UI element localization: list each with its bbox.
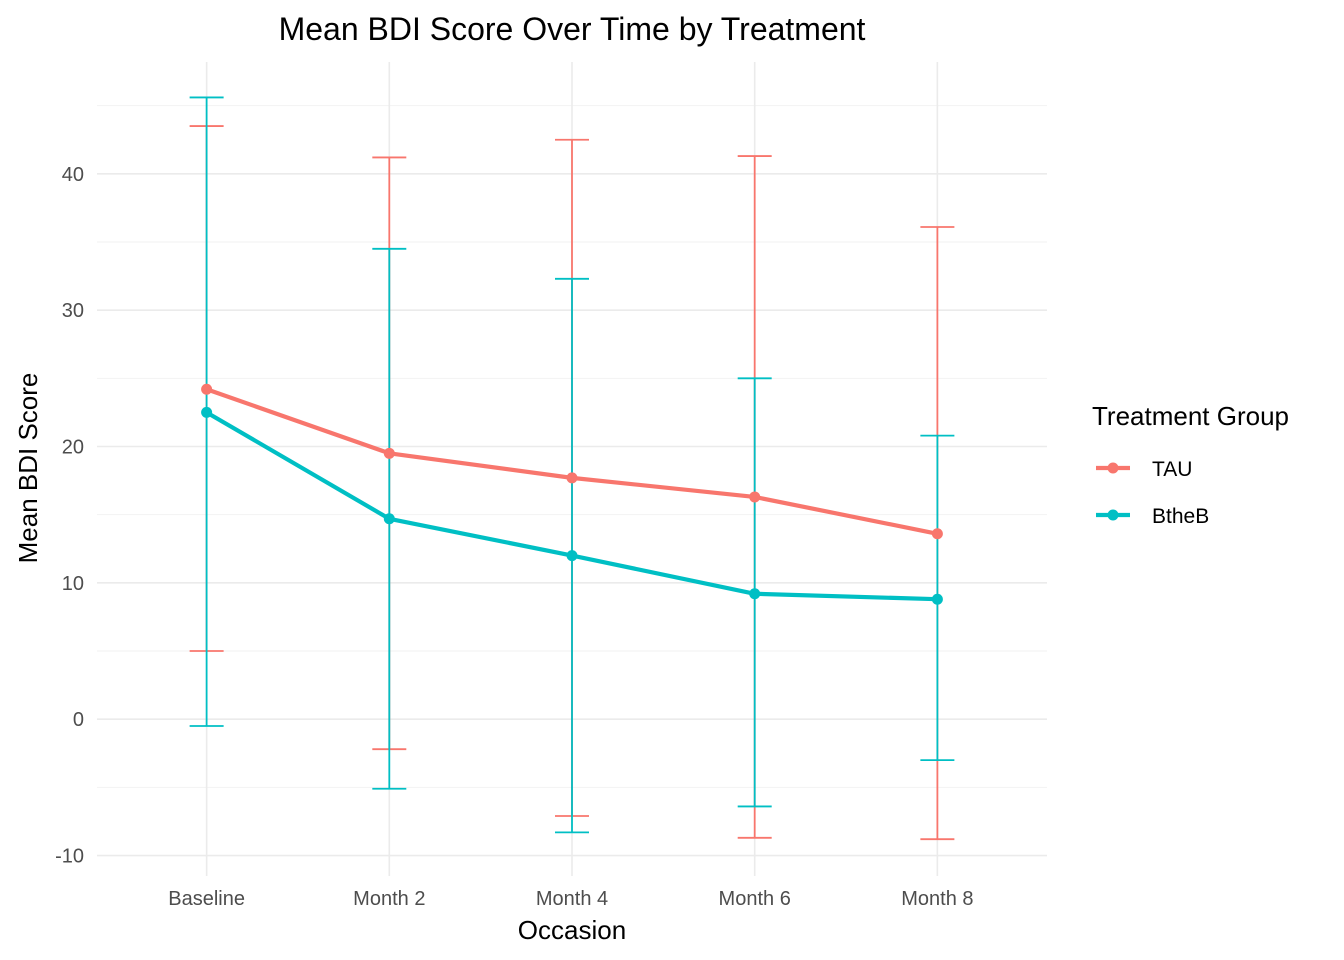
y-tick-labels: -10 0 10 20 30 40 [55, 164, 84, 868]
data-point [749, 588, 761, 600]
data-point [201, 383, 213, 395]
data-point [566, 472, 578, 484]
x-tick-label: Month 8 [901, 888, 973, 910]
y-tick-label: 10 [62, 573, 84, 595]
y-tick-label: 30 [62, 300, 84, 322]
x-tick-label: Month 2 [353, 888, 425, 910]
data-point [566, 550, 578, 562]
y-tick-label: 0 [73, 709, 84, 731]
x-tick-label: Month 6 [719, 888, 791, 910]
data-point [383, 513, 395, 525]
y-tick-label: -10 [55, 846, 84, 868]
y-tick-label: 40 [62, 164, 84, 186]
x-axis-title: Occasion [518, 915, 626, 945]
series-points [201, 383, 943, 605]
legend-title: Treatment Group [1092, 401, 1289, 431]
y-tick-label: 20 [62, 437, 84, 459]
legend-item: TAU [1096, 458, 1192, 481]
legend: Treatment Group TAU BtheB [1092, 401, 1289, 528]
data-point [931, 593, 943, 605]
y-axis-title: Mean BDI Score [13, 373, 43, 564]
x-tick-label: Baseline [168, 888, 245, 910]
legend-label: BtheB [1152, 505, 1209, 528]
legend-label: TAU [1152, 458, 1192, 481]
data-point [749, 491, 761, 503]
data-point [201, 406, 213, 418]
legend-item: BtheB [1096, 505, 1209, 528]
data-point [383, 447, 395, 459]
x-tick-labels: Baseline Month 2 Month 4 Month 6 Month 8 [168, 888, 973, 910]
legend-key-point [1107, 509, 1119, 521]
chart-title: Mean BDI Score Over Time by Treatment [279, 11, 866, 47]
x-tick-label: Month 4 [536, 888, 608, 910]
legend-key-point [1107, 462, 1119, 474]
data-point [931, 528, 943, 540]
